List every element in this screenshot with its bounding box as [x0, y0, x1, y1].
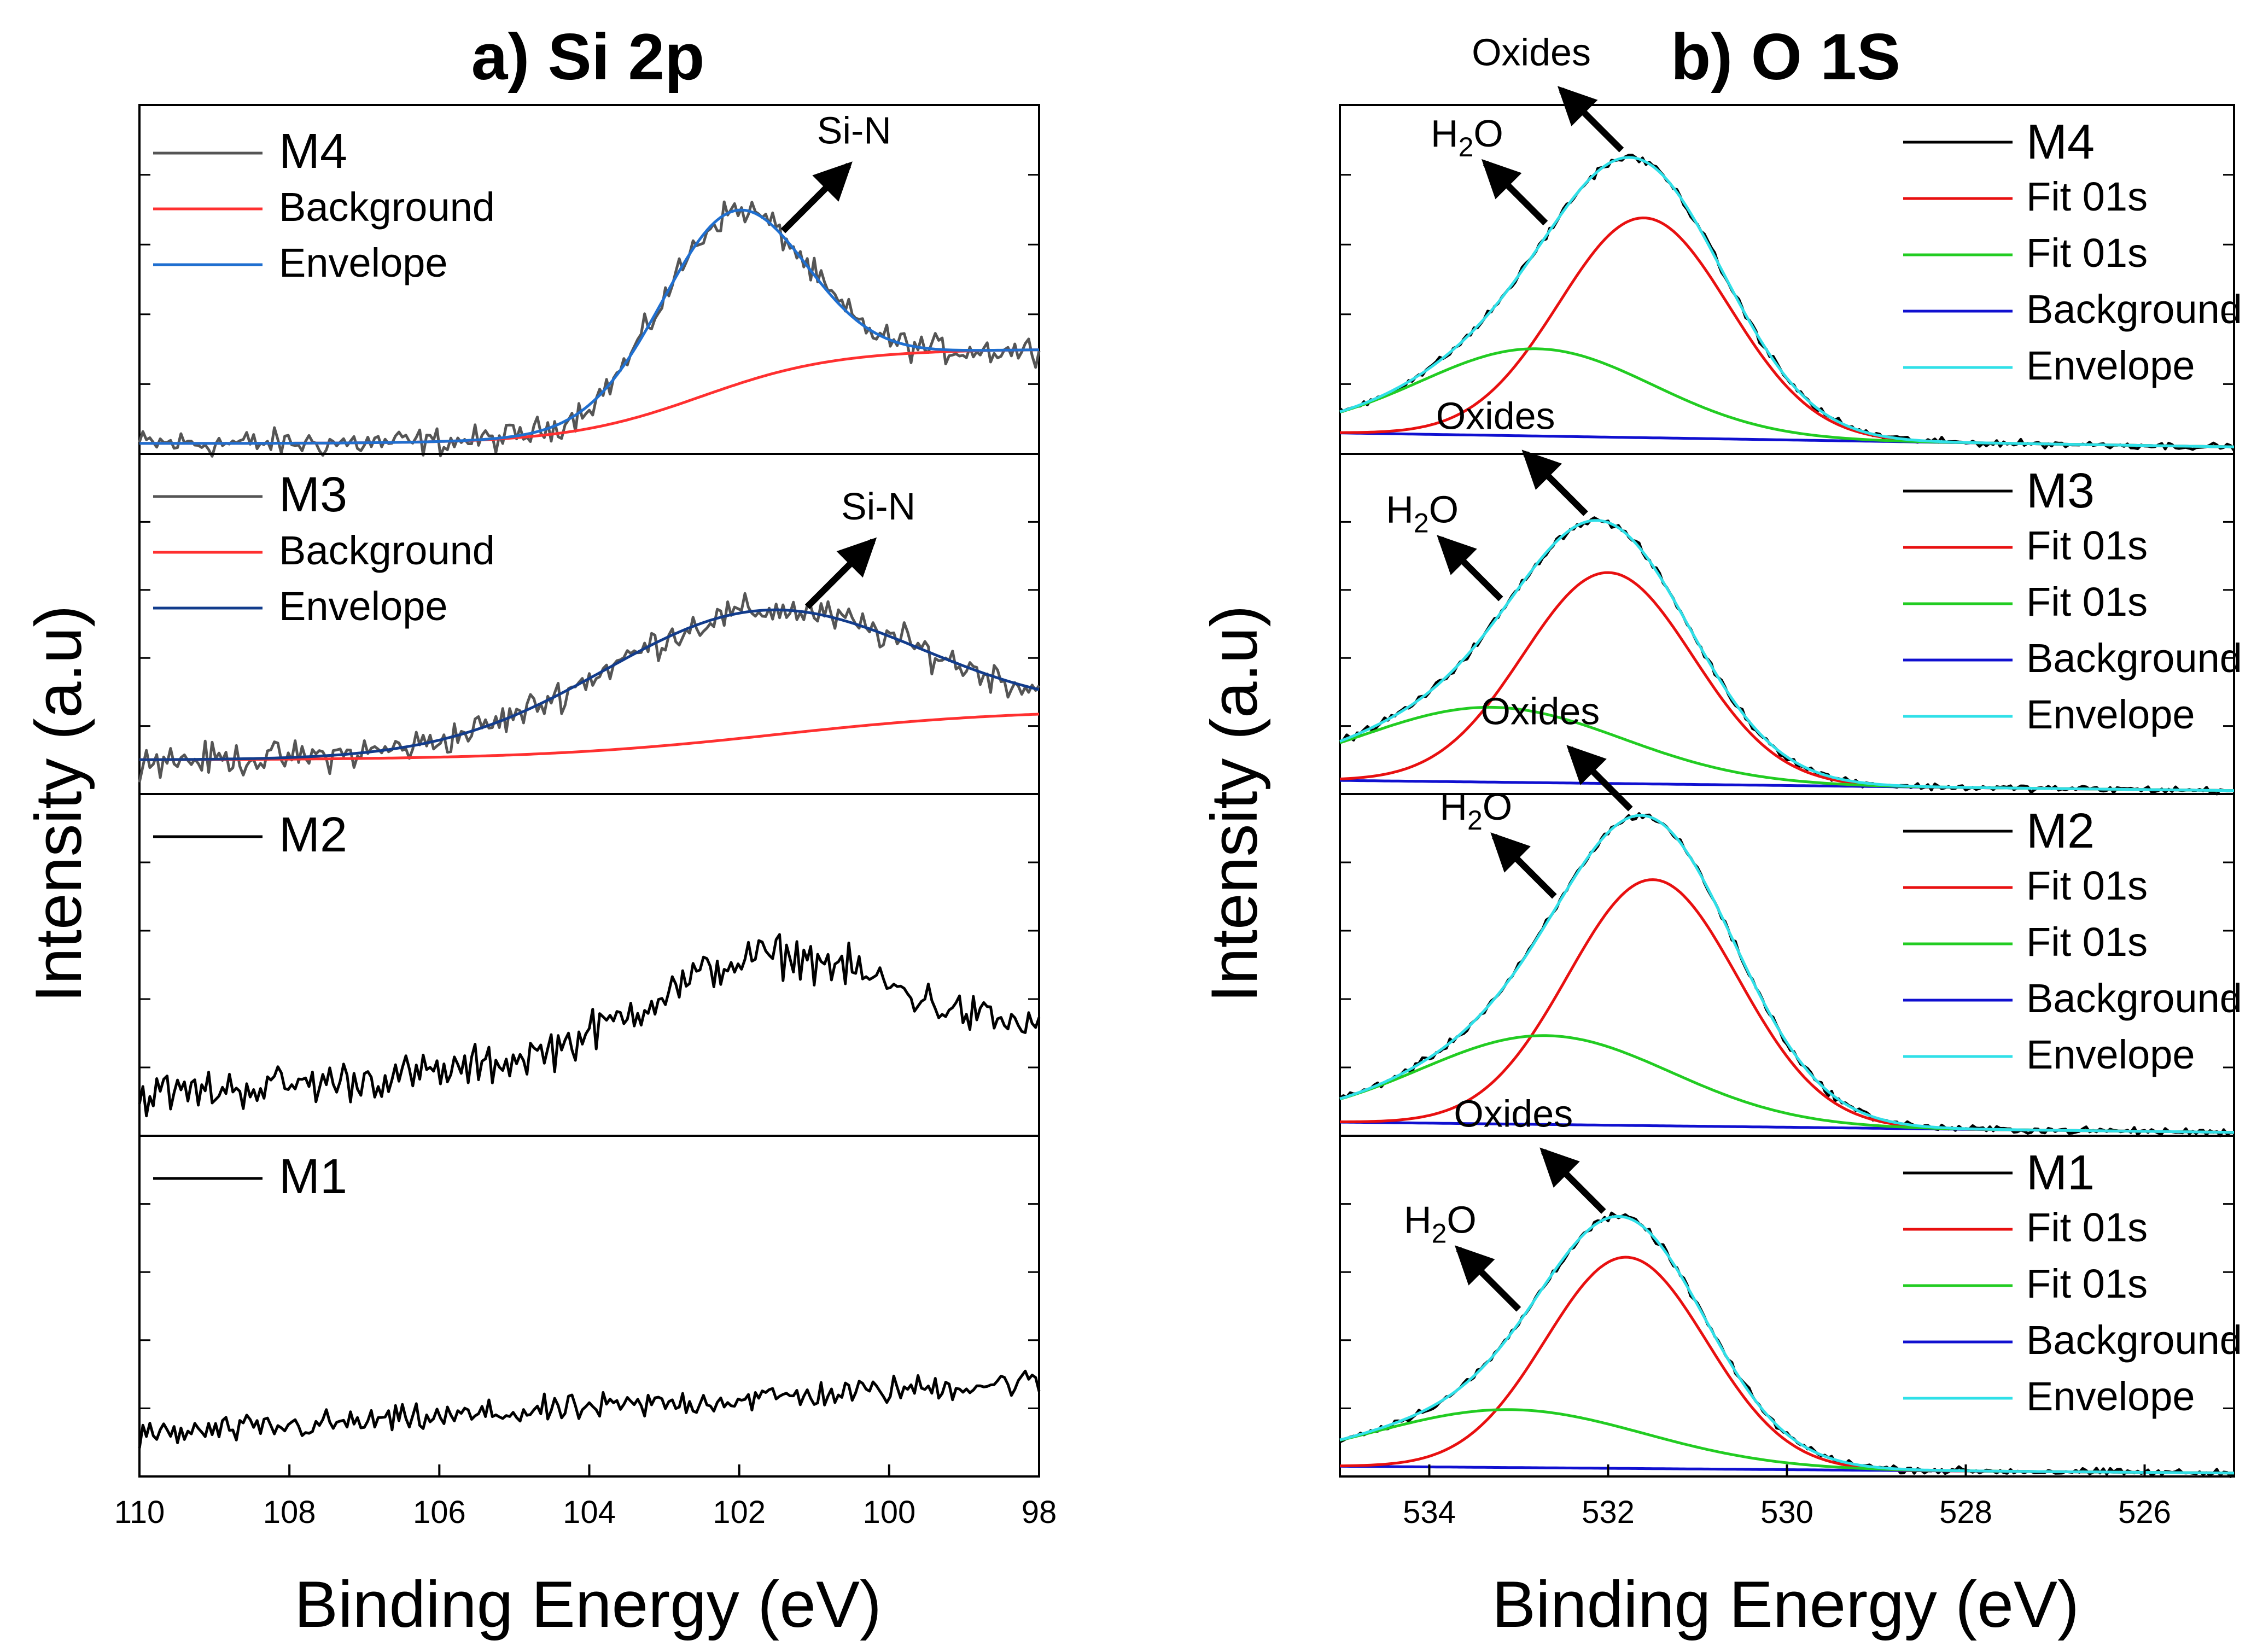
legend-label: M2	[2026, 804, 2095, 859]
x-tick-label: 532	[1582, 1495, 1635, 1530]
legend-label: Envelope	[2026, 692, 2195, 737]
x-tick-label: 526	[2118, 1495, 2171, 1530]
arrow-head	[1557, 86, 1598, 126]
series-m1	[138, 1369, 1041, 1449]
annotation-oxides: Oxides	[1436, 394, 1555, 437]
panel-m1: M1 Fit 01s Fit 01s Background Envelope Oxides…	[1339, 1092, 2242, 1478]
legend-label: M3	[2026, 464, 2095, 518]
legend-label: Envelope	[2026, 1032, 2195, 1077]
series-m4	[138, 200, 1041, 458]
series-envelope	[139, 608, 1040, 761]
legend-label: Fit 01s	[2026, 1205, 2148, 1250]
x-tick-label: 98	[1022, 1495, 1057, 1530]
legend-label: Fit 01s	[2026, 523, 2148, 568]
x-tick-label: 104	[563, 1495, 616, 1530]
arrow-head	[812, 161, 853, 202]
legend-label: Fit 01s	[2026, 863, 2148, 908]
legend-label: Background	[2026, 976, 2242, 1021]
arrow-head	[1539, 1147, 1580, 1188]
legend-label: Background	[279, 184, 495, 230]
series-envelope	[139, 208, 1040, 445]
annotation-oxides: Oxides	[1472, 31, 1591, 73]
legend-label: Envelope	[2026, 343, 2195, 388]
arrow-head	[1437, 535, 1477, 575]
x-tick-label: 102	[713, 1495, 766, 1530]
legend-label: Background	[279, 528, 495, 573]
arrow-head	[1454, 1245, 1495, 1286]
panel-m4: M4 Background Envelope Si-N	[138, 104, 1041, 458]
panel-m2: M2	[138, 793, 1041, 1137]
legend-label: Fit 01s	[2026, 919, 2148, 965]
panel-frame	[138, 793, 1040, 1137]
arrow-head	[1490, 832, 1531, 873]
legend-label: Fit 01s	[2026, 174, 2148, 219]
panel-frame	[138, 1135, 1040, 1478]
ylabel-a: Intensity (a.u)	[22, 605, 95, 1003]
title-a: a) Si 2p	[471, 20, 705, 94]
series-background	[139, 713, 1040, 761]
series-envelope	[1339, 1215, 2235, 1475]
legend-label: M4	[2026, 115, 2095, 170]
legend-label: M1	[2026, 1146, 2095, 1200]
legend-label: Background	[2026, 1317, 2242, 1363]
legend-label: M2	[279, 808, 347, 862]
panel-m3: M3 Fit 01s Fit 01s Background Envelope Oxides…	[1339, 394, 2242, 796]
x-tick-label: 530	[1760, 1495, 1813, 1530]
annotation-oxides: Oxides	[1480, 690, 1600, 732]
legend-label: Background	[2026, 287, 2242, 332]
legend-label: M4	[279, 124, 347, 179]
xlabel-a: Binding Energy (eV)	[294, 1568, 882, 1641]
legend-label: Fit 01s	[2026, 579, 2148, 624]
x-tick-label: 528	[1939, 1495, 1992, 1530]
arrow-head	[836, 537, 877, 578]
legend-label: M3	[279, 468, 347, 522]
arrow-head	[1566, 745, 1607, 785]
legend-label: Envelope	[2026, 1374, 2195, 1419]
series-m2	[138, 933, 1041, 1118]
legend-label: Background	[2026, 635, 2242, 681]
series-envelope	[1339, 156, 2235, 448]
x-tick-label: 100	[862, 1495, 915, 1530]
arrow-head	[1521, 450, 1562, 490]
annotation-h2o: H2O	[1431, 112, 1503, 162]
series-m2	[1339, 812, 2235, 1137]
x-tick-label: 534	[1403, 1495, 1456, 1530]
annotation-si-n: Si-N	[817, 109, 891, 151]
legend-label: Envelope	[279, 240, 448, 285]
x-tick-label: 108	[263, 1495, 316, 1530]
x-tick-label: 110	[114, 1495, 165, 1530]
x-tick-label: 106	[413, 1495, 466, 1530]
chart-si2p: M4 Background Envelope Si-N M3 Background Enve…	[114, 104, 1057, 1530]
xlabel-b: Binding Energy (eV)	[1492, 1568, 2079, 1641]
annotation-h2o: H2O	[1386, 488, 1459, 538]
panel-m3: M3 Background Envelope Si-N	[138, 453, 1041, 795]
series-m3	[138, 592, 1041, 783]
panel-m1: M1	[138, 1135, 1041, 1478]
series-envelope	[1339, 519, 2235, 792]
panel-frame	[138, 104, 1040, 455]
annotation-oxides: Oxides	[1454, 1092, 1573, 1135]
legend-label: Fit 01s	[2026, 230, 2148, 276]
panel-frame	[1339, 793, 2235, 1137]
legend-label: Envelope	[279, 583, 448, 629]
annotation-h2o: H2O	[1404, 1198, 1477, 1248]
legend-label: Fit 01s	[2026, 1261, 2148, 1306]
title-b: b) O 1S	[1671, 20, 1900, 94]
ylabel-b: Intensity (a.u)	[1198, 605, 1271, 1003]
arrow-head	[1481, 159, 1522, 200]
legend-label: M1	[279, 1149, 347, 1204]
series-envelope	[1339, 814, 2234, 1134]
annotation-si-n: Si-N	[841, 485, 915, 528]
